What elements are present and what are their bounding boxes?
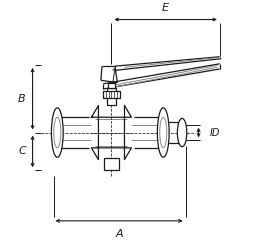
Ellipse shape <box>54 117 61 148</box>
Text: ID: ID <box>210 127 220 138</box>
FancyBboxPatch shape <box>104 158 119 170</box>
Text: B: B <box>18 94 26 104</box>
Ellipse shape <box>157 108 169 157</box>
Text: C: C <box>18 146 26 156</box>
Bar <box>107 88 116 105</box>
Ellipse shape <box>160 117 167 148</box>
Text: E: E <box>162 3 169 13</box>
Text: A: A <box>115 229 123 239</box>
Bar <box>108 83 115 88</box>
Ellipse shape <box>177 118 187 147</box>
Bar <box>103 91 120 97</box>
Ellipse shape <box>51 108 63 157</box>
